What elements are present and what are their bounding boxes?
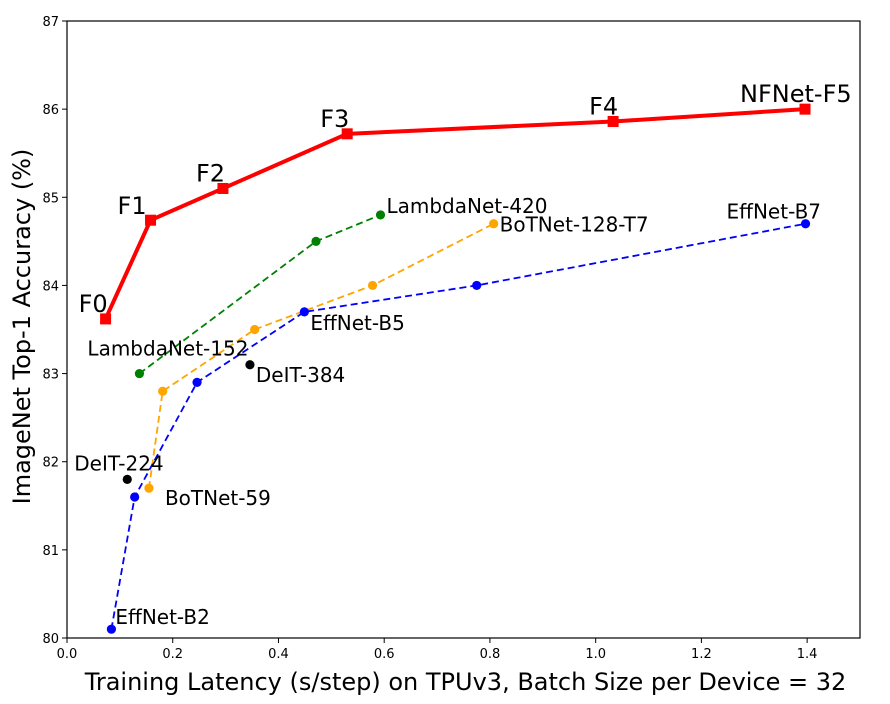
data-point-square	[799, 103, 811, 115]
data-point-square	[607, 115, 619, 127]
data-label: LambdaNet-152	[87, 337, 248, 361]
data-point	[299, 307, 309, 317]
x-tick-label: 0.4	[268, 647, 289, 662]
y-tick-label: 84	[42, 279, 59, 294]
series-line	[103, 107, 806, 320]
data-label: BoTNet-128-T7	[500, 213, 649, 237]
data-label: EffNet-B5	[310, 311, 404, 335]
y-tick-label: 82	[42, 456, 59, 471]
data-point	[144, 483, 154, 493]
x-tick-label: 1.2	[691, 647, 712, 662]
data-point-square	[217, 182, 229, 194]
data-point-square	[145, 214, 157, 226]
x-tick-label: 0.0	[57, 647, 78, 662]
y-tick-label: 86	[42, 103, 59, 118]
data-point	[250, 324, 260, 335]
y-tick-label: 83	[42, 368, 59, 383]
data-label: F0	[79, 290, 108, 318]
data-label: EffNet-B7	[727, 200, 821, 224]
plot-frame	[66, 20, 861, 639]
data-label: LambdaNet-420	[386, 194, 547, 218]
data-point	[472, 280, 482, 291]
y-tick-label: 80	[42, 632, 59, 647]
data-point-square	[341, 128, 353, 140]
y-tick-label: 87	[42, 15, 59, 30]
data-label: F4	[589, 92, 618, 120]
data-point	[130, 492, 140, 502]
data-label: EffNet-B2	[115, 605, 209, 629]
series-layer	[100, 103, 811, 634]
data-label: DeIT-224	[74, 451, 163, 475]
data-point	[489, 219, 499, 229]
data-point	[367, 280, 378, 291]
x-tick-label: 0.2	[162, 647, 183, 662]
data-point-square	[100, 313, 112, 325]
x-tick-label: 1.4	[797, 647, 818, 662]
x-tick-label: 0.8	[480, 647, 501, 662]
series-line	[148, 222, 495, 489]
x-tick-label: 1.0	[585, 647, 606, 662]
x-tick-label: 0.6	[374, 647, 395, 662]
y-tick-label: 81	[42, 544, 59, 559]
data-point	[800, 219, 811, 229]
data-label: F2	[196, 159, 225, 187]
data-point	[375, 210, 386, 220]
data-point	[245, 360, 255, 370]
data-label: BoTNet-59	[165, 486, 271, 510]
y-tick-label: 85	[42, 191, 59, 206]
data-label: DeIT-384	[256, 363, 345, 387]
data-label: F3	[320, 105, 349, 133]
data-point	[311, 236, 321, 246]
y-axis-title: ImageNet Top-1 Accuracy (%)	[8, 149, 36, 505]
x-axis-ticks: 0.0 0.2 0.4 0.6 0.8 1.0 1.2 1.4	[57, 638, 818, 662]
labels-layer: F0 F1 F2 F3 F4 NFNet-F5 LambdaNet-152 LambdaNet…	[74, 80, 851, 629]
data-point	[158, 386, 168, 396]
data-label: NFNet-F5	[740, 80, 852, 108]
y-axis-ticks: 80 81 82 83 84 85 86 87	[42, 15, 67, 647]
data-point	[122, 474, 132, 484]
series-line	[110, 222, 806, 630]
x-axis-title: Training Latency (s/step) on TPUv3, Batc…	[84, 668, 847, 696]
data-point	[106, 624, 117, 634]
data-label: F1	[118, 192, 147, 220]
data-point	[192, 377, 202, 387]
data-point	[134, 368, 145, 379]
